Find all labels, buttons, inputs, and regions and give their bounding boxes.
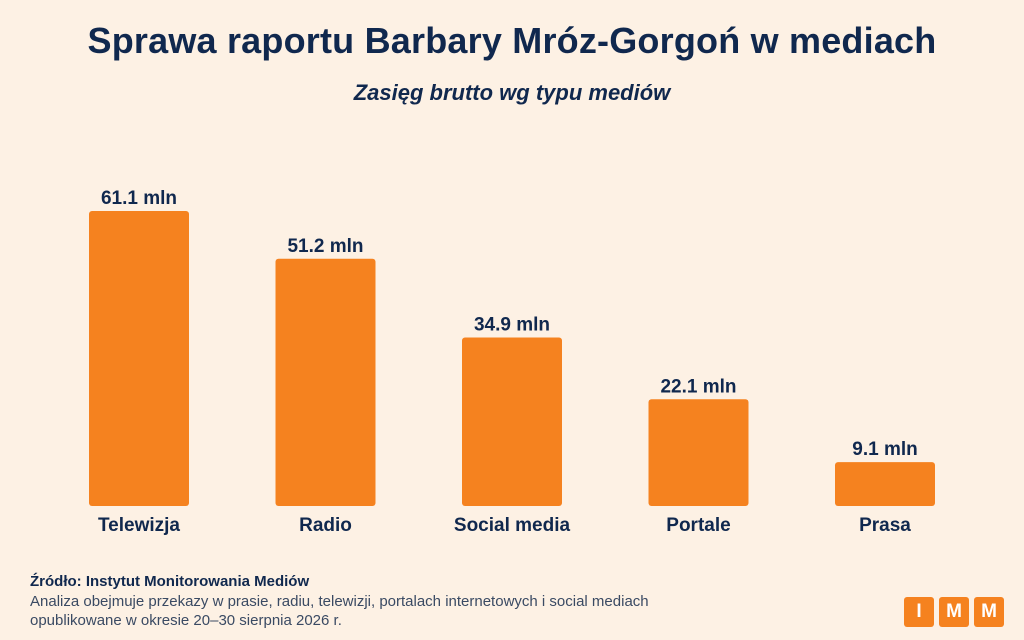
category-label: Portale [666,515,730,536]
value-label: 9.1 mln [852,439,917,460]
methodology-note: Analiza obejmuje przekazy w prasie, radi… [30,593,649,629]
source-label: Źródło: Instytut Monitorowania Mediów [30,573,310,590]
category-label: Telewizja [98,515,180,536]
category-label: Radio [299,515,352,536]
chart-subtitle: Zasięg brutto wg typu mediów [353,80,671,105]
logo-letter-i: I [904,597,934,627]
value-label: 51.2 mln [287,236,363,257]
bar-portale [648,399,749,506]
category-label: Social media [454,515,571,536]
imm-logo: I M M [904,597,1004,627]
bar-radio [275,258,376,506]
value-label: 34.9 mln [474,314,550,335]
bar-social-media [462,337,562,506]
value-label: 22.1 mln [660,376,736,397]
category-label: Prasa [859,515,911,536]
chart-title: Sprawa raportu Barbary Mróz-Gorgoń w med… [87,20,937,61]
bar-telewizja [89,211,189,506]
bar-chart: 61.1 mln Telewizja 51.2 mln Radio 34.9 mln So… [89,188,935,536]
logo-letter-m2: M [974,597,1004,627]
value-label: 61.1 mln [101,188,177,209]
logo-letter-m1: M [939,597,969,627]
bar-prasa [835,462,935,506]
